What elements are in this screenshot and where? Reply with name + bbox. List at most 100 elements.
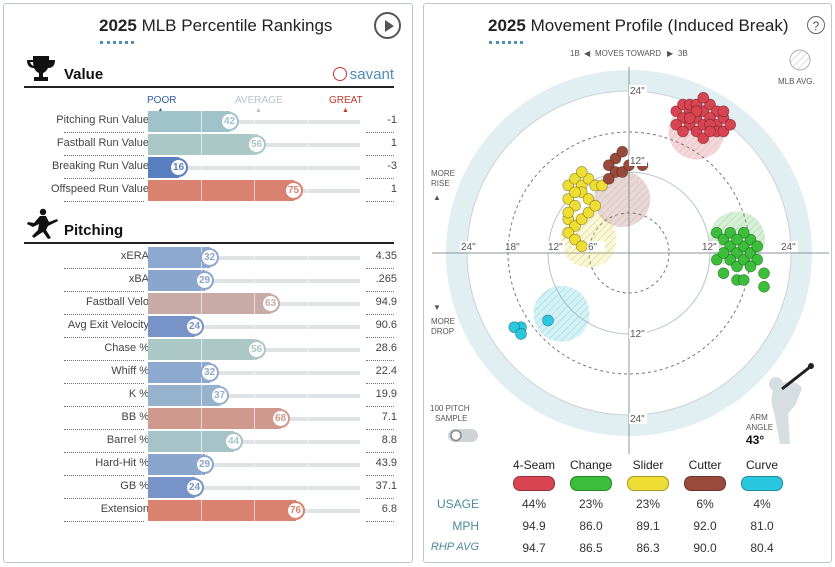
right-triangle-icon: ▶ [667, 49, 674, 58]
metric-row[interactable]: Breaking Run Value 16 -3 [24, 157, 399, 178]
percentile-rankings-panel: 2025 MLB Percentile Rankings Value savan… [3, 3, 413, 563]
row-divider [64, 475, 144, 476]
pitch-dot [670, 118, 683, 131]
pitch-dot [562, 206, 575, 219]
moves-1b: 1B [570, 49, 580, 58]
metric-row[interactable]: Whiff % 32 22.4 [24, 362, 399, 383]
metric-row[interactable]: Barrel % 44 8.8 [24, 431, 399, 452]
pitch-swatch [684, 476, 726, 491]
pitch-cell: Slider [618, 458, 678, 472]
play-button[interactable] [374, 12, 401, 39]
metric-marks [148, 500, 360, 521]
metric-row[interactable]: Extension 76 6.8 [24, 500, 399, 521]
row-divider [64, 132, 144, 133]
metric-marks [148, 477, 360, 498]
savant-label: savant [349, 66, 394, 83]
percentile-badge: 24 [185, 317, 204, 336]
movement-chart: 24" 18" 12" 6" 12" 24" 24" 12" 12" 24" 1B ◀ MOVES… [430, 49, 829, 454]
percentile-badge: 63 [261, 294, 280, 313]
ring-label-bg [460, 241, 478, 252]
pitch-usage: 23% [635, 497, 661, 511]
metric-value: 6.8 [381, 503, 397, 515]
metric-row[interactable]: xERA 32 4.35 [24, 247, 399, 268]
metric-bar [148, 362, 210, 383]
row-divider [366, 452, 394, 453]
pitch-dot [697, 132, 710, 145]
pitch-dot [582, 193, 595, 205]
metric-row[interactable]: K % 37 19.9 [24, 385, 399, 406]
down-arrow-icon: ▼ [433, 303, 441, 312]
metric-marks [148, 362, 360, 383]
pitch-cell: 44% [504, 497, 564, 511]
percentile-title: 2025 MLB Percentile Rankings [99, 16, 332, 36]
pitch-mph: 89.1 [636, 519, 660, 533]
value-section-header: Value savant [24, 56, 394, 88]
pitch-dot [616, 145, 629, 158]
percentile-badge: 75 [284, 181, 303, 200]
metric-row[interactable]: GB % 24 37.1 [24, 477, 399, 498]
more-rise-2: RISE [431, 179, 450, 188]
metric-bar [148, 454, 205, 475]
percentile-title-text: MLB Percentile Rankings [141, 16, 333, 35]
sample-toggle-knob[interactable] [450, 429, 462, 442]
row-divider [366, 155, 394, 156]
metric-marks [148, 293, 360, 314]
pitch-dot [758, 267, 770, 280]
ring-label: 12" [630, 156, 645, 167]
metric-row[interactable]: Pitching Run Value 42 -1 [24, 111, 399, 132]
metric-label: Offspeed Run Value [50, 183, 149, 195]
percentile-badge: 24 [185, 478, 204, 497]
metric-label: Hard-Hit % [95, 457, 149, 469]
metric-row[interactable]: Fastball Run Value 56 1 [24, 134, 399, 155]
ring-label-bg [701, 241, 719, 252]
mph-row-label: MPH [452, 519, 479, 533]
pitch-dot [724, 253, 737, 266]
pitch-dot [697, 91, 710, 104]
pitch-cell: Change [561, 458, 621, 472]
metric-label: Whiff % [111, 365, 149, 377]
pitch-rhp-avg: 80.4 [750, 541, 774, 555]
pitch-dot [744, 260, 757, 273]
pitch-dot [602, 172, 615, 185]
row-divider [366, 314, 394, 315]
row-divider [366, 475, 394, 476]
row-divider [64, 178, 144, 179]
metric-row[interactable]: Fastball Velo 63 94.9 [24, 293, 399, 314]
metric-bar [148, 134, 257, 155]
average-arrow-icon: ▲ [255, 107, 262, 114]
metric-row[interactable]: Chase % 56 28.6 [24, 339, 399, 360]
ring-label-bg [629, 413, 647, 424]
pitch-name: Slider [632, 458, 664, 472]
help-button[interactable]: ? [807, 16, 825, 34]
metric-row[interactable]: xBA 29 .265 [24, 270, 399, 291]
metric-label: Pitching Run Value [56, 114, 149, 126]
scale-average: AVERAGE [235, 95, 283, 106]
row-divider [64, 360, 144, 361]
metric-marks [148, 247, 360, 268]
title-underline [489, 41, 523, 44]
metric-marks [148, 385, 360, 406]
pitch-dot [717, 247, 730, 259]
metric-label: Fastball Run Value [56, 137, 149, 149]
pitch-name: Curve [745, 458, 778, 472]
metric-label: xERA [120, 250, 149, 262]
pitch-cell [675, 476, 735, 496]
metric-value: 7.1 [381, 411, 397, 423]
pitch-dot [737, 253, 750, 266]
row-divider [366, 291, 394, 292]
pitch-dot [717, 105, 730, 118]
pitch-dot [670, 105, 683, 118]
metric-marks [148, 270, 360, 291]
pitch-cell: 92.0 [675, 519, 735, 533]
metric-row[interactable]: Offspeed Run Value 75 1 [24, 180, 399, 201]
savant-link[interactable]: savant [332, 66, 394, 83]
metric-row[interactable]: BB % 68 7.1 [24, 408, 399, 429]
metric-marks [148, 316, 360, 337]
ring-label: 6" [588, 242, 598, 253]
pitch-dot [704, 125, 716, 138]
metric-row[interactable]: Avg Exit Velocity 24 90.6 [24, 316, 399, 337]
row-divider [64, 291, 144, 292]
metric-marks [148, 408, 360, 429]
ring-label: 24" [630, 86, 645, 97]
metric-row[interactable]: Hard-Hit % 29 43.9 [24, 454, 399, 475]
